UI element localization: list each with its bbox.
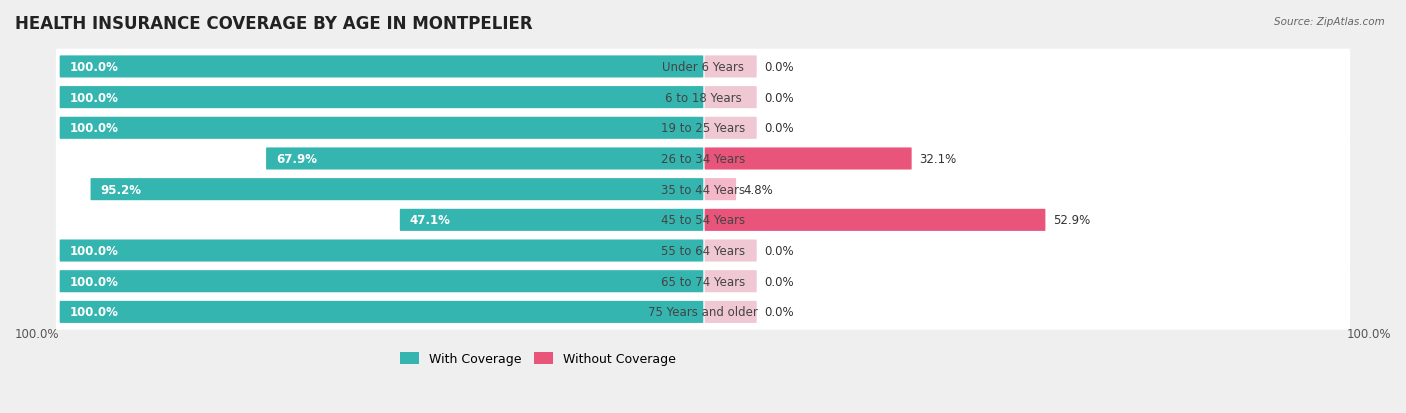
Text: 100.0%: 100.0% — [70, 122, 118, 135]
Text: 100.0%: 100.0% — [70, 61, 118, 74]
FancyBboxPatch shape — [704, 56, 756, 78]
Legend: With Coverage, Without Coverage: With Coverage, Without Coverage — [395, 347, 681, 370]
FancyBboxPatch shape — [56, 294, 1350, 330]
Text: 55 to 64 Years: 55 to 64 Years — [661, 244, 745, 257]
FancyBboxPatch shape — [56, 111, 1350, 146]
Text: 4.8%: 4.8% — [744, 183, 773, 196]
Text: Source: ZipAtlas.com: Source: ZipAtlas.com — [1274, 17, 1385, 26]
FancyBboxPatch shape — [59, 271, 703, 292]
FancyBboxPatch shape — [56, 80, 1350, 116]
FancyBboxPatch shape — [56, 233, 1350, 269]
FancyBboxPatch shape — [59, 240, 703, 262]
FancyBboxPatch shape — [90, 179, 703, 201]
Text: 75 Years and older: 75 Years and older — [648, 306, 758, 318]
FancyBboxPatch shape — [56, 172, 1350, 207]
Text: 19 to 25 Years: 19 to 25 Years — [661, 122, 745, 135]
Text: 26 to 34 Years: 26 to 34 Years — [661, 153, 745, 166]
Text: HEALTH INSURANCE COVERAGE BY AGE IN MONTPELIER: HEALTH INSURANCE COVERAGE BY AGE IN MONT… — [15, 15, 533, 33]
FancyBboxPatch shape — [704, 209, 1046, 231]
Text: 100.0%: 100.0% — [70, 91, 118, 104]
Text: 100.0%: 100.0% — [15, 328, 59, 341]
Text: 0.0%: 0.0% — [763, 244, 794, 257]
Text: 35 to 44 Years: 35 to 44 Years — [661, 183, 745, 196]
Text: 100.0%: 100.0% — [70, 275, 118, 288]
FancyBboxPatch shape — [704, 179, 737, 201]
FancyBboxPatch shape — [704, 301, 756, 323]
FancyBboxPatch shape — [704, 271, 756, 292]
FancyBboxPatch shape — [59, 87, 703, 109]
Text: 0.0%: 0.0% — [763, 61, 794, 74]
FancyBboxPatch shape — [266, 148, 703, 170]
Text: 0.0%: 0.0% — [763, 122, 794, 135]
FancyBboxPatch shape — [704, 117, 756, 140]
FancyBboxPatch shape — [59, 117, 703, 140]
FancyBboxPatch shape — [399, 209, 703, 231]
Text: 45 to 54 Years: 45 to 54 Years — [661, 214, 745, 227]
FancyBboxPatch shape — [59, 301, 703, 323]
FancyBboxPatch shape — [56, 202, 1350, 238]
Text: 32.1%: 32.1% — [920, 153, 956, 166]
Text: 95.2%: 95.2% — [100, 183, 142, 196]
Text: 0.0%: 0.0% — [763, 275, 794, 288]
Text: 67.9%: 67.9% — [276, 153, 318, 166]
Text: 65 to 74 Years: 65 to 74 Years — [661, 275, 745, 288]
Text: 0.0%: 0.0% — [763, 306, 794, 318]
Text: 52.9%: 52.9% — [1053, 214, 1090, 227]
FancyBboxPatch shape — [704, 240, 756, 262]
FancyBboxPatch shape — [56, 264, 1350, 299]
FancyBboxPatch shape — [704, 148, 911, 170]
FancyBboxPatch shape — [56, 50, 1350, 85]
Text: 6 to 18 Years: 6 to 18 Years — [665, 91, 741, 104]
FancyBboxPatch shape — [56, 141, 1350, 177]
Text: 100.0%: 100.0% — [70, 244, 118, 257]
FancyBboxPatch shape — [59, 56, 703, 78]
FancyBboxPatch shape — [704, 87, 756, 109]
Text: 100.0%: 100.0% — [70, 306, 118, 318]
Text: 100.0%: 100.0% — [1347, 328, 1391, 341]
Text: 0.0%: 0.0% — [763, 91, 794, 104]
Text: Under 6 Years: Under 6 Years — [662, 61, 744, 74]
Text: 47.1%: 47.1% — [409, 214, 451, 227]
